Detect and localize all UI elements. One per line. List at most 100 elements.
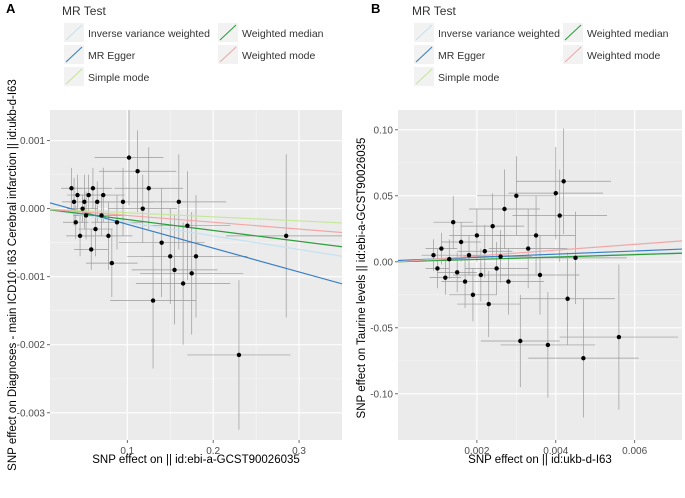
panel-b-data-point xyxy=(474,233,480,238)
legend-a-ivw-key xyxy=(65,24,83,41)
panel-b-y-axis-title: SNP effect on Taurine levels || id:ebi-a… xyxy=(356,138,368,419)
panel-a-data-point xyxy=(114,220,120,225)
panel-a-data-point xyxy=(159,240,164,245)
panel-a-data-point xyxy=(99,213,104,218)
panel-b-data-point xyxy=(561,179,566,184)
legend-b-simple-key xyxy=(415,68,433,85)
legend-a-median-key xyxy=(219,24,237,41)
legend-a-ivw-label: Inverse variance weighted xyxy=(88,28,210,40)
panel-b-data-point xyxy=(443,275,448,280)
panel-a-y-tick-label: 0.000 xyxy=(20,204,45,215)
panel-b-data-point xyxy=(616,334,622,340)
panel-b-y-tick-label: -0.10 xyxy=(370,389,393,400)
legend-b-egger-label: MR Egger xyxy=(438,50,486,62)
panel-b-data-point xyxy=(454,270,460,275)
panel-a: A MR Test Inverse variance weighted MR E… xyxy=(6,1,342,471)
panel-b-data-point xyxy=(533,233,539,238)
panel-b-data-point xyxy=(478,272,484,278)
legend-a-egger-label: MR Egger xyxy=(88,50,136,62)
legend-b-ivw-key xyxy=(415,24,433,41)
panel-b-plot: 0.002 0.004 0.006 0.10 0.05 0.00 -0.05 -0.10 xyxy=(370,110,682,457)
panel-b-data-point xyxy=(447,256,452,262)
panel-a-x-tick-label: 0.3 xyxy=(292,446,306,457)
legend-b-title: MR Test xyxy=(412,4,456,18)
panel-b-data-point xyxy=(435,266,440,271)
panel-a-data-point xyxy=(86,192,91,198)
panel-a-data-point xyxy=(185,223,190,228)
panel-a-data-point xyxy=(109,260,115,266)
panel-a-line-simple-mode xyxy=(50,208,342,224)
legend-a-simple-label: Simple mode xyxy=(88,72,149,84)
panel-b-y-tick-label: 0.10 xyxy=(374,125,394,136)
panel-a-y-tick-label: -0.002 xyxy=(17,340,46,351)
legend-b-median-key xyxy=(564,24,582,41)
panel-b-data-point xyxy=(490,223,495,229)
legend-a-mode-label: Weighted mode xyxy=(242,50,316,62)
panel-b-data-point xyxy=(486,301,491,307)
panel-b-line-weighted-median xyxy=(398,252,682,263)
panel-a-data-point xyxy=(189,271,194,276)
panel-b-y-tick-label: 0.00 xyxy=(374,257,394,268)
panel-b-line-weighted-mode xyxy=(398,240,682,263)
legend-a-egger-key xyxy=(65,46,83,63)
legend-a-simple-key xyxy=(65,68,83,85)
panel-b-data-point xyxy=(573,255,578,261)
legend-b-median-label: Weighted median xyxy=(587,28,669,40)
legend-a-mode-key xyxy=(219,46,237,63)
panel-b-data-point xyxy=(439,246,444,251)
panel-b-data-point xyxy=(557,213,562,218)
legend-b-egger-key xyxy=(415,46,433,63)
panel-a-data-point xyxy=(150,298,156,303)
panel-a-y-axis-title: SNP effect on Diagnoses - main ICD10: I6… xyxy=(7,79,19,471)
panel-a-data-point xyxy=(172,267,177,273)
legend-b-ivw-label: Inverse variance weighted xyxy=(438,28,560,40)
panel-b-data-point xyxy=(462,279,468,284)
panel-a-data-point xyxy=(236,352,242,358)
panel-a-x-tick-label: 0.2 xyxy=(206,446,220,457)
panel-a-data-point xyxy=(77,233,83,239)
panel-b-data-point xyxy=(565,296,570,301)
panel-a-data-point xyxy=(90,186,96,191)
panel-a-line-weighted-mode xyxy=(50,208,342,234)
panel-b-data-point xyxy=(502,206,507,212)
panel-a-data-point xyxy=(180,281,186,286)
panel-a-data-point xyxy=(283,233,289,239)
panel-a-data-point xyxy=(101,192,106,198)
legend-b-simple-label: Simple mode xyxy=(438,72,499,84)
panel-b-data-point xyxy=(545,342,551,348)
panel-a-line-mr-egger xyxy=(50,202,342,285)
panel-b-x-axis-title: SNP effect on || id:ukb-d-I63 xyxy=(468,454,612,466)
legend-b-mode-key xyxy=(564,46,582,63)
panel-b-data-point xyxy=(470,292,476,297)
panel-a-legend: MR Test Inverse variance weighted MR Egg… xyxy=(62,4,324,86)
panel-a-y-tick-label: -0.001 xyxy=(17,272,46,283)
panel-b: B MR Test Inverse variance weighted MR E… xyxy=(356,1,682,466)
panel-b-data-point xyxy=(525,246,531,251)
panel-b-x-tick-label: 0.002 xyxy=(464,446,489,457)
panel-a-data-point xyxy=(93,226,98,232)
panel-a-y-tick-label: 0.001 xyxy=(20,136,45,147)
panel-b-data-point xyxy=(553,190,558,196)
panel-b-data-point xyxy=(482,249,487,254)
panel-a-data-point xyxy=(82,199,87,205)
panel-a-data-point xyxy=(95,199,100,205)
panel-a-data-point xyxy=(83,213,89,218)
panel-a-data-point xyxy=(176,199,182,205)
panel-b-data-point xyxy=(458,239,464,245)
panel-a-plot: 0.1 0.2 0.3 0.001 0.000 -0.001 -0.002 -0.003 xyxy=(17,110,342,457)
panel-b-label: B xyxy=(371,1,380,16)
panel-b-legend: MR Test Inverse variance weighted MR Egg… xyxy=(412,4,669,86)
panel-b-y-tick-label: 0.05 xyxy=(374,191,394,202)
legend-a-median-label: Weighted median xyxy=(242,28,324,40)
panel-a-data-point xyxy=(73,220,78,225)
panel-a-data-point xyxy=(89,247,94,252)
panel-a-data-point xyxy=(71,199,77,205)
panel-b-x-tick-label: 0.004 xyxy=(543,446,568,457)
panel-a-data-point xyxy=(69,186,74,191)
panel-a-data-point xyxy=(140,206,145,211)
panel-a-x-axis-title: SNP effect on || id:ebi-a-GCST90026035 xyxy=(92,454,300,466)
panel-a-label: A xyxy=(6,1,16,16)
panel-b-data-point xyxy=(431,253,436,258)
panel-a-y-tick-label: -0.003 xyxy=(17,408,46,419)
